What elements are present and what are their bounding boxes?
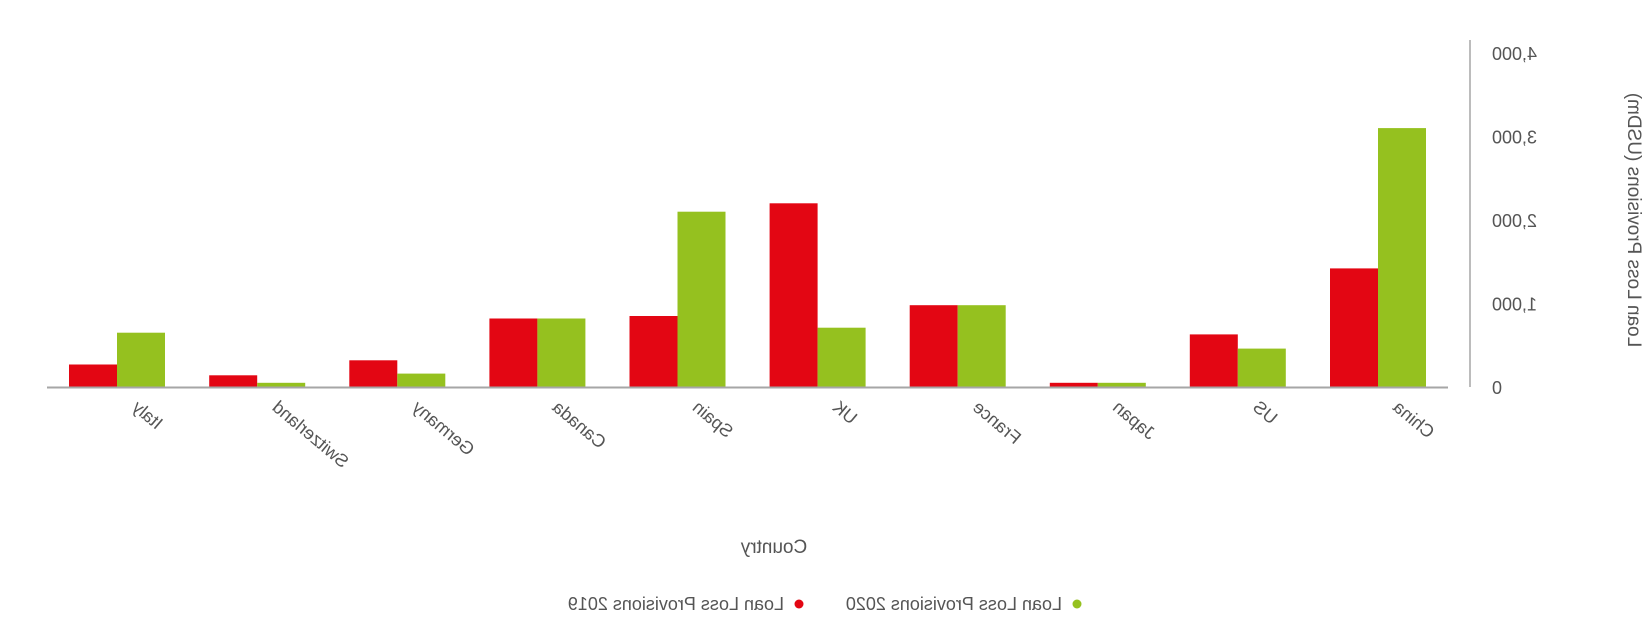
x-tick: Spain	[689, 397, 737, 442]
legend-label: Loan Loss Provisions 2020	[846, 594, 1062, 614]
x-tick-label: UK	[829, 397, 861, 428]
x-tick: US	[1249, 397, 1281, 428]
legend-item: Loan Loss Provisions 2020	[846, 594, 1062, 614]
legend-marker-2019	[794, 599, 804, 609]
bar-switzerland-2019	[209, 375, 258, 387]
x-tick-label: Spain	[689, 397, 737, 442]
x-tick: Canada	[548, 396, 610, 452]
mirrored-text-group: Country	[740, 537, 807, 558]
legend-label: Loan Loss Provisions 2019	[568, 594, 784, 614]
bar-uk-2020	[817, 327, 866, 387]
bar-canada-2020	[537, 318, 586, 387]
x-tick: Japan	[1109, 397, 1159, 444]
bar-switzerland-2020	[257, 382, 306, 387]
y-tick: 2,000	[1492, 211, 1537, 231]
x-tick-label: China	[1389, 396, 1439, 442]
x-tick: France	[969, 397, 1025, 448]
bar-france-2020	[957, 305, 1006, 387]
bar-china-2019	[1330, 268, 1378, 387]
bar-spain-2020	[677, 211, 726, 387]
bar-us-2019	[1189, 334, 1238, 387]
bar-japan-2020	[1097, 382, 1146, 387]
x-tick-label: France	[969, 397, 1025, 448]
bar-italy-2019	[69, 364, 117, 387]
bar-france-2019	[909, 305, 958, 387]
x-tick: Italy	[128, 397, 166, 434]
x-tick-label: Switzerland	[269, 397, 353, 472]
x-tick: Switzerland	[269, 397, 353, 472]
legend: Loan Loss Provisions 2020 Loan Loss Provi…	[568, 594, 1082, 614]
x-tick-label: Germany	[409, 397, 479, 460]
y-tick-label: 4,000	[1492, 44, 1537, 64]
bar-canada-2019	[489, 318, 538, 387]
y-tick-label: 2,000	[1492, 211, 1537, 231]
x-tick-label: Italy	[128, 397, 166, 434]
y-axis-title: Loan Loss Provisions (USDm)	[1623, 93, 1644, 347]
bar-germany-2020	[397, 373, 446, 387]
y-tick: 1,000	[1492, 295, 1537, 315]
x-tick-label: US	[1249, 397, 1281, 428]
bar-uk-2019	[769, 203, 818, 387]
bar-us-2020	[1237, 348, 1286, 387]
x-tick: Germany	[409, 397, 479, 460]
bar-japan-2019	[1049, 382, 1098, 387]
y-axis-title-group: Loan Loss Provisions (USDm)	[1623, 93, 1644, 347]
x-axis-title: Country	[740, 537, 807, 558]
x-tick-label: Canada	[548, 396, 610, 452]
bars-layer	[69, 128, 1426, 387]
y-tick: 0	[1492, 378, 1502, 398]
y-tick-label: 3,000	[1492, 128, 1537, 148]
bar-germany-2019	[349, 360, 398, 387]
x-ticks: China US Japan France UK Spain Canada Germany Sw…	[128, 396, 1438, 472]
bar-china-2020	[1378, 128, 1426, 387]
bar-spain-2019	[629, 316, 678, 387]
y-tick: 3,000	[1492, 128, 1537, 148]
y-ticks: 0 1,000 2,000 3,000 4,000	[1492, 44, 1537, 398]
x-tick: UK	[829, 397, 861, 428]
legend-item: Loan Loss Provisions 2019	[568, 594, 784, 614]
legend-marker-2020	[1072, 599, 1082, 609]
y-tick-label: 1,000	[1492, 295, 1537, 315]
bar-italy-2020	[117, 332, 165, 387]
y-tick: 4,000	[1492, 44, 1537, 64]
x-tick: China	[1389, 396, 1439, 442]
x-tick-label: Japan	[1109, 397, 1159, 444]
y-tick-label: 0	[1492, 378, 1502, 398]
